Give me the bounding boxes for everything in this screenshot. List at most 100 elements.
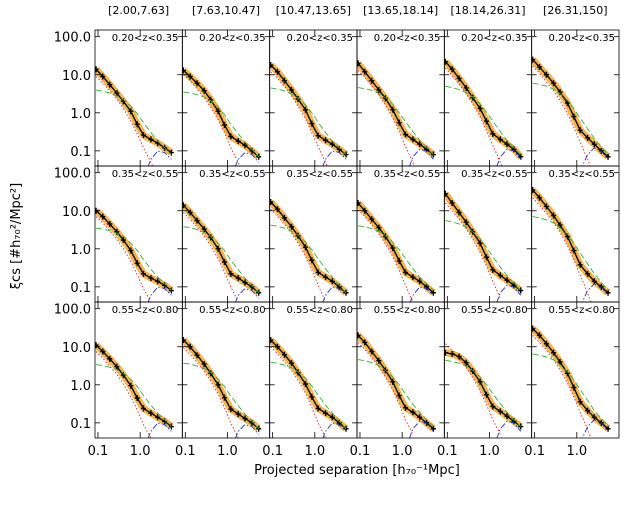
data-point	[490, 266, 496, 273]
row-label: 0.20<z<0.35	[199, 33, 266, 44]
data-point	[201, 226, 207, 233]
data-point	[417, 414, 423, 421]
data-point	[309, 393, 315, 400]
data-point	[484, 254, 490, 261]
data-point	[449, 199, 455, 206]
panel-frame	[356, 29, 445, 167]
x-tick-label: 1.0	[304, 444, 325, 459]
data-point	[228, 406, 234, 413]
data-point	[107, 81, 113, 88]
component-line	[445, 67, 503, 166]
component-line	[95, 351, 152, 438]
data-point	[484, 391, 490, 398]
row-label: 0.35<z<0.55	[199, 169, 266, 180]
panel	[357, 199, 436, 302]
column-label: [2.00,7.63]	[108, 4, 169, 17]
panel	[269, 198, 349, 302]
data-point	[543, 340, 549, 347]
data-point	[215, 108, 221, 115]
panel	[531, 325, 611, 438]
data-point	[518, 423, 524, 430]
column-label: [10.47,13.65]	[276, 4, 351, 17]
data-point	[140, 270, 146, 277]
panel-frame	[356, 301, 445, 439]
model-line	[182, 69, 260, 158]
data-point	[155, 414, 161, 421]
data-point	[504, 413, 510, 420]
data-point	[477, 378, 483, 385]
data-point	[134, 121, 140, 128]
panel-frame	[269, 165, 358, 303]
model-line	[532, 59, 609, 158]
component-line	[581, 419, 609, 438]
row-label: 0.20<z<0.35	[548, 33, 615, 44]
y-axis-label: ξcs [#h₇₀²/Mpc²]	[9, 183, 24, 289]
data-point	[402, 269, 408, 276]
model-band	[444, 349, 523, 430]
panel-frame	[269, 301, 358, 439]
data-point	[323, 137, 329, 144]
data-point	[128, 382, 134, 389]
data-point	[315, 132, 321, 139]
data-point	[289, 360, 295, 367]
panel-frame	[181, 301, 271, 439]
data-point	[315, 405, 321, 412]
component-line	[270, 208, 327, 302]
component-line	[581, 283, 609, 302]
data-point	[281, 351, 287, 358]
model-band	[95, 342, 174, 430]
data-point	[128, 108, 134, 115]
component-line	[270, 361, 347, 430]
data-point	[100, 213, 106, 220]
data-point	[128, 247, 134, 254]
data-point	[531, 187, 536, 194]
row-label: 0.55<z<0.80	[548, 305, 615, 316]
row-label: 0.35<z<0.55	[286, 169, 353, 180]
panel	[95, 207, 174, 302]
data-point	[369, 77, 375, 84]
data-point	[107, 220, 113, 227]
data-point	[242, 279, 248, 286]
data-point	[289, 86, 295, 93]
data-point	[551, 212, 557, 219]
y-tick-label: 100.0	[54, 303, 91, 318]
data-point	[369, 348, 375, 355]
data-point	[470, 94, 476, 101]
data-point	[362, 339, 368, 346]
data-point	[215, 245, 221, 252]
panel-frame	[269, 29, 358, 167]
data-point	[242, 415, 248, 422]
x-tick-label: 0.1	[262, 444, 283, 459]
data-point	[571, 247, 577, 254]
data-point	[456, 209, 462, 216]
y-tick-label: 0.1	[70, 145, 91, 160]
panel-frame	[94, 29, 183, 167]
component-line	[532, 82, 609, 155]
data-point	[323, 274, 329, 281]
component-line	[270, 87, 347, 155]
data-point	[114, 90, 120, 97]
data-point	[269, 62, 274, 69]
panel-frame	[356, 165, 445, 303]
component-line	[357, 70, 416, 166]
data-point	[187, 209, 193, 216]
model-line	[95, 68, 172, 154]
x-tick-label: 1.0	[130, 444, 151, 459]
data-point	[362, 207, 368, 214]
data-point	[504, 141, 510, 148]
data-point	[215, 381, 221, 388]
y-tick-label: 1.0	[70, 243, 91, 258]
data-point	[504, 277, 510, 284]
component-line	[532, 65, 591, 166]
data-point	[577, 127, 583, 134]
data-point	[148, 275, 154, 282]
data-point	[362, 68, 368, 75]
data-point	[323, 410, 329, 417]
data-point	[222, 259, 228, 266]
component-line	[445, 220, 522, 291]
data-point	[208, 370, 214, 377]
data-point	[269, 198, 274, 205]
component-line	[183, 212, 239, 302]
data-point	[228, 270, 234, 277]
y-tick-label: 100.0	[54, 167, 91, 182]
